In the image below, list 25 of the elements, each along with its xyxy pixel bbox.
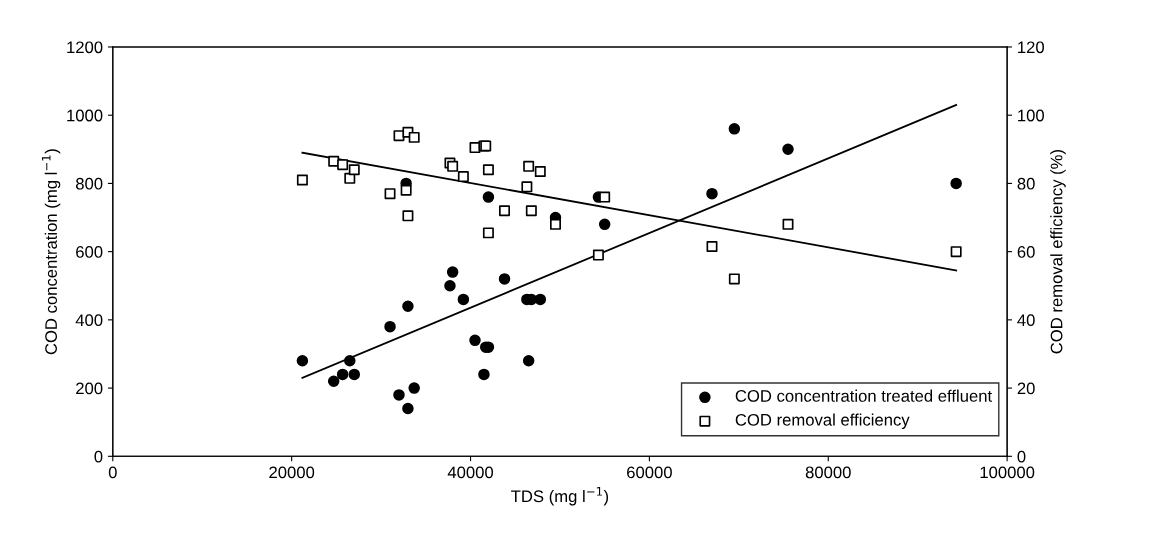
y2-tick-label: 100 bbox=[1018, 109, 1044, 122]
y-tick-label: 1000 bbox=[67, 109, 103, 122]
legend-label: COD concentration treated effluent bbox=[735, 389, 993, 402]
y2-tick-label: 0 bbox=[1017, 450, 1026, 463]
y2-tick-label: 120 bbox=[1018, 41, 1044, 54]
x-tick-label: 100000 bbox=[980, 466, 1035, 479]
y-tick-label: 200 bbox=[76, 382, 103, 395]
x-tick-label: 60000 bbox=[627, 466, 672, 479]
y-tick-label: 1200 bbox=[67, 41, 103, 54]
y-tick-label: 600 bbox=[76, 246, 103, 258]
x-tick-label: 80000 bbox=[805, 466, 851, 479]
y2-axis-title: COD removal efficiency (%) bbox=[1050, 150, 1066, 354]
y2-tick-label: 80 bbox=[1017, 177, 1035, 190]
y-tick-label: 800 bbox=[76, 177, 103, 190]
x-tick-label: 40000 bbox=[447, 466, 494, 479]
y2-tick-label: 60 bbox=[1017, 246, 1035, 258]
y2-tick-label: 40 bbox=[1017, 314, 1035, 327]
legend-label: COD removal efficiency bbox=[735, 413, 910, 430]
x-tick-label: 0 bbox=[108, 466, 117, 479]
y-tick-label: 0 bbox=[94, 450, 103, 463]
y-axis-title: COD concentration (mg l$^{−1}$) bbox=[41, 149, 61, 355]
x-axis-title: TDS (mg l$^{−1}$) bbox=[511, 487, 609, 506]
y-tick-label: 400 bbox=[75, 314, 103, 327]
y2-tick-label: 20 bbox=[1017, 382, 1035, 395]
x-tick-label: 20000 bbox=[269, 466, 315, 479]
